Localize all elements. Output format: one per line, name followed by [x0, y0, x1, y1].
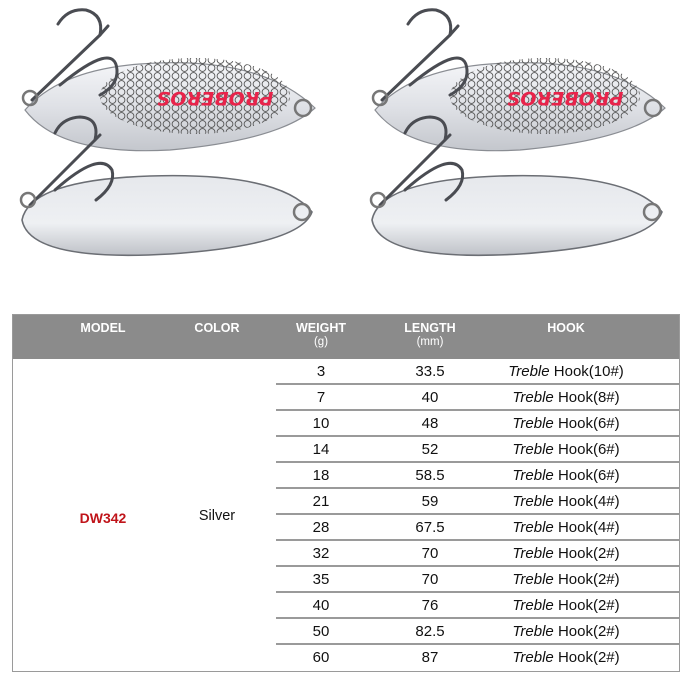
table-row: 28 67.5 Treble Hook(4#)	[276, 515, 679, 541]
hook-size: Hook(6#)	[557, 415, 620, 432]
hook-size: Hook(6#)	[557, 467, 620, 484]
table-body: 3 33.5 Treble Hook(10#) 7 40 Treble Hook(8#) 1…	[276, 359, 679, 671]
length-cell: 48	[421, 415, 439, 432]
hook-type: Treble	[512, 545, 554, 562]
weight-cell: 28	[312, 519, 330, 536]
hook-size: Hook(4#)	[557, 519, 620, 536]
hook-size: Hook(2#)	[557, 623, 620, 640]
length-cell: 70	[421, 571, 439, 588]
hook-type: Treble	[512, 597, 554, 614]
table-row: 32 70 Treble Hook(2#)	[276, 541, 679, 567]
header-hook: HOOK	[547, 321, 585, 335]
table-row: 21 59 Treble Hook(4#)	[276, 489, 679, 515]
table-row: 18 58.5 Treble Hook(6#)	[276, 463, 679, 489]
weight-cell: 7	[316, 389, 326, 406]
weight-cell: 10	[312, 415, 330, 432]
hook-type: Treble	[512, 623, 554, 640]
header-weight: WEIGHT (g)	[296, 321, 346, 348]
hook-cell: Treble Hook(4#)	[512, 519, 619, 536]
hook-cell: Treble Hook(6#)	[512, 467, 619, 484]
weight-cell: 18	[312, 467, 330, 484]
weight-cell: 40	[312, 597, 330, 614]
hook-type: Treble	[512, 389, 554, 406]
weight-cell: 14	[312, 441, 330, 458]
hook-type: Treble	[512, 415, 554, 432]
table-row: 40 76 Treble Hook(2#)	[276, 593, 679, 619]
length-cell: 40	[421, 389, 439, 406]
hook-type: Treble	[512, 649, 554, 666]
weight-cell: 35	[312, 571, 330, 588]
hook-cell: Treble Hook(4#)	[512, 493, 619, 510]
hook-cell: Treble Hook(10#)	[508, 363, 624, 380]
length-cell: 67.5	[415, 519, 445, 536]
lure-image-right	[371, 10, 665, 256]
hook-type: Treble	[512, 571, 554, 588]
header-model: MODEL	[80, 321, 126, 335]
length-cell: 58.5	[415, 467, 445, 484]
hook-size: Hook(6#)	[557, 441, 620, 458]
hook-cell: Treble Hook(2#)	[512, 597, 619, 614]
hook-size: Hook(2#)	[557, 571, 620, 588]
table-row: 50 82.5 Treble Hook(2#)	[276, 619, 679, 645]
hook-cell: Treble Hook(2#)	[512, 545, 619, 562]
hook-cell: Treble Hook(2#)	[512, 649, 619, 666]
table-row: 10 48 Treble Hook(6#)	[276, 411, 679, 437]
table-row: 7 40 Treble Hook(8#)	[276, 385, 679, 411]
hook-cell: Treble Hook(2#)	[512, 571, 619, 588]
length-cell: 76	[421, 597, 439, 614]
length-cell: 87	[421, 649, 439, 666]
hook-size: Hook(4#)	[557, 493, 620, 510]
hook-cell: Treble Hook(8#)	[512, 389, 619, 406]
table-row: 14 52 Treble Hook(6#)	[276, 437, 679, 463]
hook-size: Hook(2#)	[557, 545, 620, 562]
hook-size: Hook(8#)	[557, 389, 620, 406]
weight-cell: 50	[312, 623, 330, 640]
hook-size: Hook(2#)	[557, 597, 620, 614]
table-row: 35 70 Treble Hook(2#)	[276, 567, 679, 593]
table-row: 3 33.5 Treble Hook(10#)	[276, 359, 679, 385]
length-cell: 59	[421, 493, 439, 510]
weight-cell: 32	[312, 545, 330, 562]
length-cell: 52	[421, 441, 439, 458]
weight-cell: 21	[312, 493, 330, 510]
spec-table: MODEL COLOR WEIGHT (g) LENGTH (mm) HOOK DW…	[12, 314, 680, 672]
table-header: MODEL COLOR WEIGHT (g) LENGTH (mm) HOOK	[13, 315, 679, 359]
lure-image-left	[21, 10, 315, 256]
hook-type: Treble	[512, 493, 554, 510]
table-row: 60 87 Treble Hook(2#)	[276, 645, 679, 671]
hook-type: Treble	[512, 519, 554, 536]
hook-size: Hook(10#)	[553, 363, 624, 380]
hook-type: Treble	[512, 441, 554, 458]
length-cell: 82.5	[415, 623, 445, 640]
hook-cell: Treble Hook(6#)	[512, 415, 619, 432]
header-color: COLOR	[194, 321, 240, 335]
hook-cell: Treble Hook(2#)	[512, 623, 619, 640]
hook-size: Hook(2#)	[557, 649, 620, 666]
hook-type: Treble	[508, 363, 550, 380]
product-photo-lures: PROBEROS	[0, 0, 693, 290]
hook-cell: Treble Hook(6#)	[512, 441, 619, 458]
header-length: LENGTH (mm)	[404, 321, 456, 348]
weight-cell: 3	[316, 363, 326, 380]
weight-cell: 60	[312, 649, 330, 666]
length-cell: 33.5	[415, 363, 445, 380]
length-cell: 70	[421, 545, 439, 562]
hook-type: Treble	[512, 467, 554, 484]
